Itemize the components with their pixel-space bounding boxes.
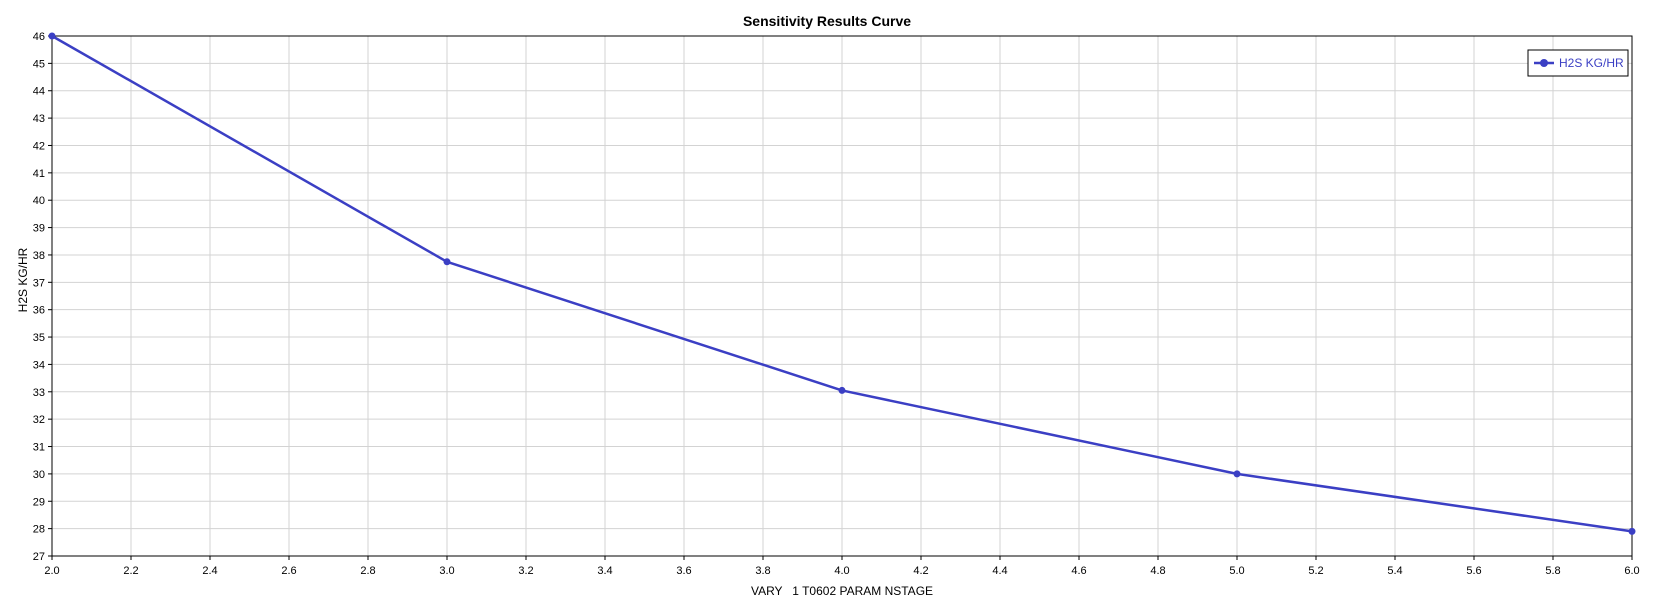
x-tick-label: 2.6 — [281, 565, 296, 577]
y-axis-label: H2S KG/HR — [16, 247, 30, 312]
x-axis: 2.0 2.2 2.4 2.6 2.8 3.0 3.2 3.4 3.6 3.8 4.0 4.2 4.4 4… — [44, 556, 1640, 577]
y-tick-label: 37 — [33, 277, 45, 289]
y-tick-label: 33 — [33, 387, 45, 399]
y-tick-label: 41 — [33, 168, 45, 180]
series-layer — [48, 32, 1636, 535]
data-point — [1233, 470, 1241, 478]
y-tick-label: 44 — [33, 86, 45, 98]
x-tick-label: 5.8 — [1545, 565, 1560, 577]
y-tick-label: 32 — [33, 414, 45, 426]
x-axis-label: VARY 1 T0602 PARAM NSTAGE — [751, 584, 933, 598]
x-tick-label: 6.0 — [1624, 565, 1639, 577]
y-tick-label: 28 — [33, 524, 45, 536]
y-tick-label: 40 — [33, 195, 45, 207]
y-tick-label: 30 — [33, 469, 45, 481]
x-tick-label: 3.6 — [676, 565, 691, 577]
x-tick-label: 5.6 — [1466, 565, 1481, 577]
x-tick-label: 3.0 — [439, 565, 454, 577]
y-axis: 27 28 29 30 31 32 33 34 35 36 37 38 39 40 41 42 43 44 45 46 — [33, 31, 52, 563]
y-tick-label: 38 — [33, 250, 45, 262]
y-tick-label: 45 — [33, 58, 45, 70]
y-tick-label: 36 — [33, 305, 45, 317]
legend-label: H2S KG/HR — [1559, 56, 1624, 70]
x-tick-label: 2.8 — [360, 565, 375, 577]
x-tick-label: 2.2 — [123, 565, 138, 577]
data-point — [1628, 527, 1636, 535]
x-tick-label: 4.6 — [1071, 565, 1086, 577]
x-tick-label: 4.4 — [992, 565, 1007, 577]
x-tick-label: 2.4 — [202, 565, 217, 577]
x-tick-label: 4.2 — [913, 565, 928, 577]
y-tick-label: 42 — [33, 140, 45, 152]
y-tick-label: 46 — [33, 31, 45, 43]
legend-swatch-marker — [1540, 59, 1548, 67]
y-tick-label: 35 — [33, 332, 45, 344]
x-tick-label: 5.2 — [1308, 565, 1323, 577]
x-tick-label: 3.4 — [597, 565, 612, 577]
data-point — [443, 258, 451, 266]
x-tick-label: 3.2 — [518, 565, 533, 577]
legend: H2S KG/HR — [1527, 49, 1629, 77]
data-point — [838, 386, 846, 394]
x-tick-label: 3.8 — [755, 565, 770, 577]
y-tick-label: 29 — [33, 496, 45, 508]
x-tick-label: 4.0 — [834, 565, 849, 577]
x-tick-label: 2.0 — [44, 565, 59, 577]
x-tick-label: 4.8 — [1150, 565, 1165, 577]
grid-lines — [51, 35, 1633, 557]
chart-title: Sensitivity Results Curve — [743, 13, 911, 29]
data-point — [48, 32, 56, 40]
x-tick-label: 5.4 — [1387, 565, 1402, 577]
x-tick-label: 5.0 — [1229, 565, 1244, 577]
y-tick-label: 34 — [33, 359, 45, 371]
y-tick-label: 31 — [33, 442, 45, 454]
y-tick-label: 39 — [33, 223, 45, 235]
y-tick-label: 27 — [33, 551, 45, 563]
y-tick-label: 43 — [33, 113, 45, 125]
